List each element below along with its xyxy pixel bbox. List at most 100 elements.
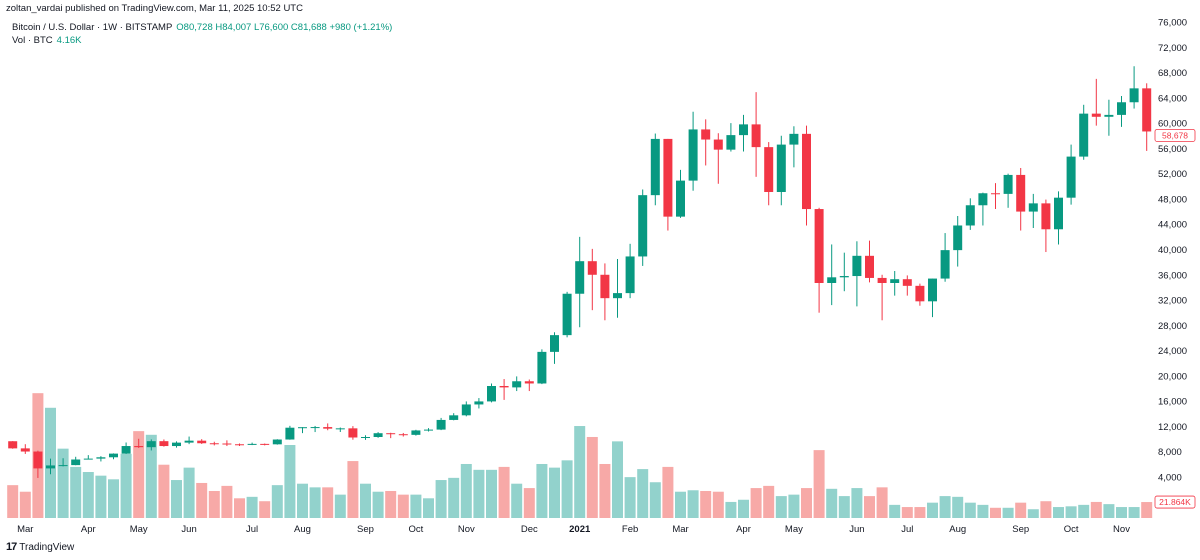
volume-bar [221, 485, 233, 518]
volume-bar [977, 504, 989, 518]
volume-bar [120, 453, 132, 518]
y-tick-label: 20,000 [1158, 371, 1187, 382]
volume-bar [234, 498, 245, 518]
candlestick-chart[interactable]: 76,000 72,000 68,000 64,000 60,000 56,000 52,0… [0, 0, 1200, 545]
candle-body [1104, 114, 1114, 117]
volume-bar [763, 485, 775, 518]
candle-body [146, 441, 156, 448]
candle-body [600, 274, 610, 299]
volume-bar [1116, 507, 1127, 518]
volume-bar [523, 488, 535, 518]
volume-bar [738, 499, 749, 518]
footer-branding[interactable]: 17 TradingView [6, 541, 74, 553]
candle [928, 278, 937, 318]
publish-info: zoltan_vardai published on TradingView.c… [6, 3, 303, 14]
candle [802, 125, 811, 226]
candle [839, 252, 849, 292]
volume-title[interactable]: Vol · BTC [12, 35, 53, 46]
time-axis[interactable]: Mar Apr May Jun Jul Aug Sep Oct Nov Dec 2021 Feb Mar… [17, 524, 1130, 535]
x-tick-label: Apr [81, 524, 96, 535]
volume-bar [1090, 501, 1102, 518]
volume-bar [284, 445, 296, 518]
candle-body [272, 439, 282, 445]
volume-bar [927, 502, 938, 518]
candle-body [499, 386, 509, 388]
candle [222, 440, 232, 447]
candle [146, 439, 156, 451]
chart-legend: Bitcoin / U.S. Dollar · 1W · BITSTAMP O80… [12, 21, 392, 47]
candle-body [386, 433, 396, 435]
volume-bar [498, 466, 510, 518]
volume-bar [70, 466, 82, 518]
volume-bar [750, 488, 762, 518]
candle [701, 119, 711, 166]
candle-body [650, 138, 660, 196]
candle-body [20, 448, 30, 452]
candle-body [96, 457, 106, 459]
candle-body [751, 124, 761, 148]
candle [247, 442, 257, 446]
last-volume-label: 21.864K [1159, 497, 1191, 507]
candle [852, 241, 862, 307]
candle-body [461, 404, 471, 416]
candle [8, 441, 18, 449]
x-tick-label: Mar [17, 524, 33, 535]
candle [323, 423, 333, 431]
candle-body [109, 453, 118, 458]
volume-bar [775, 496, 787, 518]
price-axis[interactable]: 76,000 72,000 68,000 64,000 60,000 56,000 52,0… [1158, 18, 1187, 484]
volume-bar [448, 477, 460, 518]
volume-bar [297, 483, 308, 518]
y-tick-label: 8,000 [1158, 447, 1182, 458]
candle-body [1091, 113, 1101, 117]
candle [424, 428, 433, 432]
candle [751, 92, 761, 177]
candle-body [1117, 102, 1126, 115]
candle [373, 432, 383, 438]
y-tick-label: 28,000 [1158, 321, 1187, 332]
candle [638, 189, 648, 266]
candle-body [537, 351, 547, 384]
candle [512, 376, 522, 392]
candle [310, 425, 320, 433]
candle [83, 455, 93, 460]
candle-body [1066, 156, 1076, 198]
y-tick-label: 64,000 [1158, 93, 1187, 104]
candle-body [487, 386, 496, 402]
candle [877, 274, 887, 321]
candle [235, 443, 244, 447]
candle-body [209, 443, 219, 445]
last-price-badge [1154, 129, 1196, 142]
candle [33, 450, 43, 478]
candle [739, 114, 748, 152]
candle-body [726, 135, 736, 150]
candle-body [348, 428, 358, 438]
candle [1117, 95, 1126, 127]
candle-body [713, 139, 723, 150]
candle [524, 379, 534, 392]
volume-bar [826, 488, 838, 518]
volume-bar [133, 431, 145, 518]
candle [776, 135, 786, 206]
x-tick-label: Dec [521, 524, 538, 535]
y-tick-label: 36,000 [1158, 270, 1187, 281]
candle [726, 123, 736, 152]
x-tick-label: Mar [672, 524, 688, 535]
volume-bar [1128, 507, 1140, 518]
candle-body [1054, 197, 1063, 230]
candle [272, 439, 282, 445]
symbol-title[interactable]: Bitcoin / U.S. Dollar · 1W · BITSTAMP [12, 22, 173, 33]
volume-bar [801, 488, 812, 518]
candle-body [1079, 113, 1089, 157]
candle [940, 233, 950, 282]
candle [1041, 199, 1051, 253]
candle [172, 441, 181, 448]
candle [260, 443, 270, 446]
candle [159, 439, 169, 447]
volume-bar [347, 461, 359, 518]
candle-body [890, 279, 900, 283]
y-tick-label: 48,000 [1158, 194, 1187, 205]
candle [814, 207, 824, 313]
candle [1091, 78, 1101, 126]
candle-body [739, 124, 748, 136]
